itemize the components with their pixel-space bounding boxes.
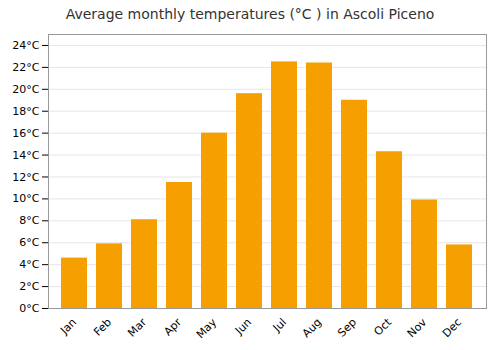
svg-text:Aug: Aug — [300, 316, 324, 340]
svg-text:8°C: 8°C — [19, 214, 39, 227]
svg-text:Apr: Apr — [161, 315, 184, 338]
svg-text:Sep: Sep — [335, 316, 359, 340]
svg-text:20°C: 20°C — [12, 83, 39, 96]
svg-text:Nov: Nov — [405, 315, 430, 340]
svg-text:10°C: 10°C — [12, 192, 39, 205]
svg-text:Dec: Dec — [440, 316, 464, 340]
svg-text:May: May — [194, 315, 220, 341]
svg-text:18°C: 18°C — [12, 105, 39, 118]
svg-text:Feb: Feb — [91, 316, 114, 339]
svg-text:Oct: Oct — [371, 315, 394, 338]
svg-text:4°C: 4°C — [19, 258, 39, 271]
svg-text:Jul: Jul — [270, 316, 289, 335]
svg-text:6°C: 6°C — [19, 236, 39, 249]
svg-text:24°C: 24°C — [12, 39, 39, 52]
svg-text:Jun: Jun — [232, 316, 254, 338]
svg-text:0°C: 0°C — [19, 302, 39, 315]
svg-text:12°C: 12°C — [12, 171, 39, 184]
svg-text:14°C: 14°C — [12, 149, 39, 162]
svg-text:Jan: Jan — [57, 316, 79, 338]
svg-text:22°C: 22°C — [12, 61, 39, 74]
svg-text:16°C: 16°C — [12, 127, 39, 140]
svg-text:Mar: Mar — [125, 315, 149, 339]
svg-text:2°C: 2°C — [19, 280, 39, 293]
html-text:Average monthly temperatures (: Average monthly temperatures (°C ) in As… — [65, 6, 435, 22]
